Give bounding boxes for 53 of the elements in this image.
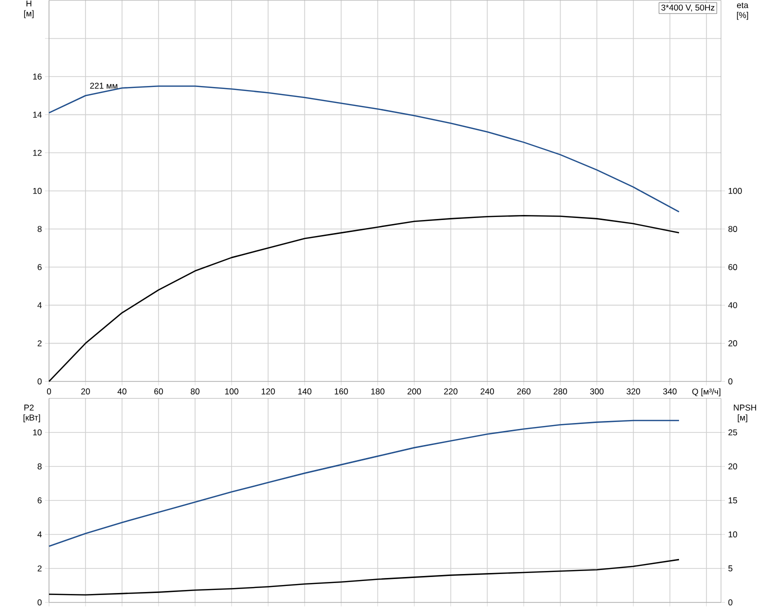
x-tick-label: 100 (225, 388, 238, 394)
y-tick-label: 0 (38, 378, 42, 384)
y2-tick-label: 0 (728, 378, 732, 384)
x-tick-label: 280 (554, 388, 568, 394)
y-tick-label: 10 (33, 429, 42, 436)
x-tick-label: 140 (298, 388, 312, 394)
x-tick-label: 300 (590, 388, 604, 394)
y2-tick-label: 20 (728, 340, 738, 346)
x-axis-title: Q [м³/ч] (692, 388, 720, 396)
y-tick-label: 4 (37, 302, 42, 308)
y-tick-label: 2 (38, 565, 42, 572)
y2-tick-label: 100 (728, 188, 742, 194)
x-tick-label: 180 (371, 388, 384, 394)
y-tick-label: 12 (33, 150, 42, 156)
y2-axis-title: eta [%] (737, 2, 748, 20)
y2-tick-label: 0 (728, 599, 732, 606)
y-tick-label: 8 (38, 226, 42, 232)
y-tick-label: 4 (37, 531, 42, 538)
y-tick-label: 6 (38, 497, 42, 504)
y2-tick-label: 20 (728, 463, 738, 470)
x-tick-label: 120 (262, 388, 275, 394)
x-tick-label: 80 (190, 388, 200, 394)
x-tick-label: 240 (480, 388, 494, 394)
y-axis-title: H [м] (24, 0, 34, 18)
y2-tick-label: 10 (728, 531, 738, 538)
y2-tick-label: 15 (728, 497, 738, 504)
x-tick-label: 160 (334, 388, 348, 394)
y-tick-label: 8 (38, 463, 42, 470)
x-tick-label: 340 (663, 388, 677, 394)
y-tick-label: 14 (33, 112, 42, 118)
x-tick-label: 60 (154, 388, 163, 394)
annotation: 221 мм (90, 82, 118, 89)
y2-tick-label: 60 (728, 264, 738, 270)
x-tick-label: 20 (81, 388, 90, 394)
x-tick-label: 40 (118, 388, 126, 394)
x-tick-label: 320 (626, 388, 640, 394)
x-tick-label: 200 (408, 388, 421, 394)
x-tick-label: 0 (46, 388, 52, 394)
y2-tick-label: 25 (728, 429, 738, 436)
y-tick-label: 10 (33, 188, 42, 194)
y-tick-label: 2 (38, 340, 42, 346)
y-tick-label: 16 (33, 73, 42, 80)
y2-tick-label: 80 (728, 226, 738, 232)
x-tick-label: 220 (444, 388, 458, 394)
line-series (48, 214, 680, 382)
y2-axis-title: NPSH [м] (734, 404, 756, 422)
y2-tick-label: 40 (728, 302, 738, 308)
y2-tick-label: 5 (728, 565, 732, 572)
y-tick-label: 6 (38, 264, 42, 270)
chart-title: 3*400 V, 50Hz (661, 4, 714, 12)
x-tick-label: 260 (517, 388, 531, 394)
y-axis-title: P2 [кВт] (24, 404, 40, 422)
y-tick-label: 0 (38, 599, 42, 606)
